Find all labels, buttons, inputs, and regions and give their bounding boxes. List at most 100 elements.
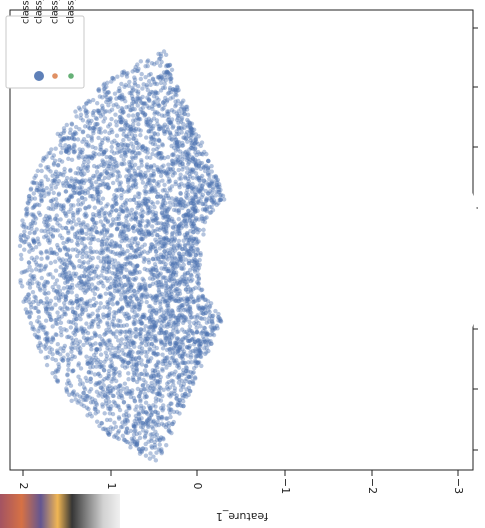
point-class_1 bbox=[104, 417, 110, 423]
point-class_1 bbox=[119, 337, 125, 342]
point-class_1 bbox=[58, 264, 63, 270]
point-class_1 bbox=[112, 91, 118, 96]
point-class_1 bbox=[187, 388, 193, 394]
point-class_1 bbox=[54, 203, 59, 208]
point-class_1 bbox=[176, 216, 182, 222]
x-tick-label: −2 bbox=[366, 478, 379, 494]
point-class_1 bbox=[55, 217, 60, 223]
point-class_1 bbox=[161, 387, 166, 392]
point-class_1 bbox=[73, 310, 78, 315]
point-class_1 bbox=[65, 284, 70, 290]
point-class_1 bbox=[85, 124, 91, 129]
point-class_1 bbox=[128, 243, 133, 248]
point-class_1 bbox=[119, 126, 124, 132]
point-class_1 bbox=[167, 295, 172, 301]
point-class_1 bbox=[137, 417, 142, 422]
point-class_1 bbox=[165, 62, 170, 68]
point-class_1 bbox=[24, 206, 30, 211]
point-class_1 bbox=[102, 275, 107, 281]
point-class_1 bbox=[127, 270, 133, 276]
point-class_1 bbox=[70, 391, 75, 396]
point-class_1 bbox=[177, 345, 182, 351]
point-class_1 bbox=[128, 391, 133, 396]
point-class_1 bbox=[66, 236, 72, 242]
point-class_1 bbox=[214, 323, 220, 329]
point-class_1 bbox=[179, 378, 185, 384]
point-class_1 bbox=[146, 96, 151, 102]
point-class_1 bbox=[205, 331, 211, 337]
point-class_1 bbox=[178, 125, 184, 131]
point-class_1 bbox=[178, 197, 183, 202]
point-class_1 bbox=[22, 233, 27, 238]
point-class_1 bbox=[178, 202, 183, 208]
point-class_1 bbox=[33, 244, 39, 250]
point-class_1 bbox=[176, 296, 181, 301]
point-class_1 bbox=[175, 322, 181, 327]
point-class_1 bbox=[105, 299, 110, 305]
point-class_1 bbox=[39, 198, 44, 204]
point-class_1 bbox=[135, 191, 141, 196]
point-class_1 bbox=[63, 280, 68, 286]
point-class_1 bbox=[179, 100, 185, 105]
point-class_1 bbox=[149, 424, 155, 429]
point-class_1 bbox=[105, 136, 111, 141]
point-class_1 bbox=[149, 444, 154, 449]
point-class_1 bbox=[31, 212, 36, 217]
point-class_1 bbox=[158, 169, 164, 174]
point-class_1 bbox=[138, 403, 144, 408]
point-class_1 bbox=[167, 278, 173, 283]
point-class_1 bbox=[139, 215, 144, 220]
point-class_1 bbox=[180, 340, 185, 345]
point-class_1 bbox=[192, 204, 197, 209]
point-class_1 bbox=[118, 341, 124, 346]
point-class_1 bbox=[183, 194, 189, 199]
point-class_1 bbox=[82, 265, 87, 271]
point-class_1 bbox=[164, 442, 169, 448]
point-class_1 bbox=[177, 223, 182, 228]
point-class_1 bbox=[199, 350, 204, 355]
point-class_1 bbox=[151, 418, 156, 423]
point-class_1 bbox=[100, 178, 105, 184]
point-class_1 bbox=[86, 142, 91, 147]
point-class_1 bbox=[177, 376, 182, 382]
point-class_1 bbox=[126, 113, 131, 118]
point-class_1 bbox=[197, 188, 203, 194]
point-class_1 bbox=[108, 95, 113, 101]
point-class_1 bbox=[116, 188, 122, 193]
point-class_1 bbox=[136, 66, 141, 72]
point-class_1 bbox=[164, 329, 169, 335]
point-class_1 bbox=[169, 276, 174, 282]
point-class_1 bbox=[65, 289, 71, 295]
point-class_1 bbox=[104, 154, 109, 160]
point-class_1 bbox=[167, 63, 172, 68]
point-class_1 bbox=[126, 351, 132, 356]
point-class_1 bbox=[184, 149, 189, 154]
point-class_1 bbox=[144, 394, 149, 400]
point-class_1 bbox=[71, 186, 77, 191]
point-class_1 bbox=[187, 327, 192, 332]
point-class_1 bbox=[143, 410, 148, 415]
point-class_1 bbox=[140, 144, 145, 150]
point-class_1 bbox=[94, 419, 100, 424]
point-class_1 bbox=[197, 262, 202, 268]
point-class_1 bbox=[151, 454, 156, 459]
point-class_1 bbox=[160, 284, 165, 290]
point-class_1 bbox=[183, 203, 188, 209]
point-class_1 bbox=[137, 202, 142, 208]
point-class_1 bbox=[119, 306, 125, 311]
point-class_1 bbox=[188, 168, 193, 174]
point-class_1 bbox=[174, 336, 180, 341]
point-class_1 bbox=[112, 350, 118, 355]
point-class_1 bbox=[152, 374, 157, 379]
point-class_1 bbox=[77, 230, 83, 236]
point-class_1 bbox=[182, 246, 188, 251]
point-class_1 bbox=[137, 116, 143, 122]
point-class_1 bbox=[143, 145, 148, 151]
point-class_1 bbox=[165, 117, 171, 123]
point-class_1 bbox=[56, 298, 62, 303]
point-class_1 bbox=[48, 217, 53, 222]
point-class_1 bbox=[152, 368, 157, 374]
point-class_1 bbox=[133, 151, 138, 156]
point-class_1 bbox=[91, 357, 97, 363]
